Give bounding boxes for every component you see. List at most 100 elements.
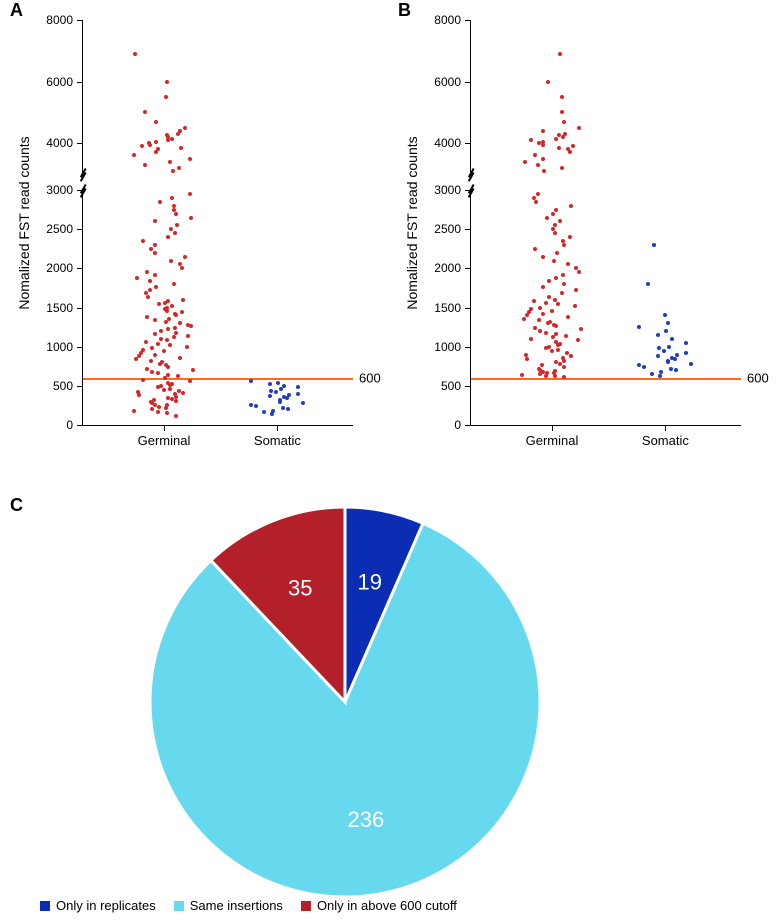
panel-c-label: C xyxy=(10,495,23,516)
data-point xyxy=(157,302,161,306)
data-point xyxy=(165,80,169,84)
data-point xyxy=(684,351,688,355)
legend-swatch xyxy=(301,901,311,911)
data-point xyxy=(541,285,545,289)
y-tick xyxy=(77,20,83,21)
figure-root: A 050010001500200025003000400060008000Ge… xyxy=(0,0,783,920)
cutoff-label: 600 xyxy=(747,371,769,386)
y-tick xyxy=(465,143,471,144)
panel-c-pie: 1923635 xyxy=(146,503,544,901)
data-point xyxy=(554,332,558,336)
data-point xyxy=(179,146,183,150)
data-point xyxy=(154,285,158,289)
data-point xyxy=(548,320,552,324)
data-point xyxy=(529,307,533,311)
data-point xyxy=(183,126,187,130)
pie-slice-label: 35 xyxy=(288,575,312,600)
data-point xyxy=(532,196,536,200)
data-point xyxy=(172,282,176,286)
data-point xyxy=(551,212,555,216)
data-point xyxy=(145,270,149,274)
y-tick-label: 2000 xyxy=(434,261,461,275)
data-point xyxy=(689,362,693,366)
data-point xyxy=(175,223,179,227)
data-point xyxy=(168,160,172,164)
data-point xyxy=(173,326,177,330)
data-point xyxy=(551,335,555,339)
data-point xyxy=(558,342,562,346)
data-point xyxy=(169,227,173,231)
data-point xyxy=(141,348,145,352)
y-tick xyxy=(77,347,83,348)
data-point xyxy=(569,354,573,358)
data-point xyxy=(141,239,145,243)
legend-swatch xyxy=(40,901,50,911)
data-point xyxy=(274,390,278,394)
data-point xyxy=(670,356,674,360)
data-point xyxy=(652,243,656,247)
data-point xyxy=(159,337,163,341)
data-point xyxy=(562,375,566,379)
x-tick-label: Somatic xyxy=(642,433,689,448)
data-point xyxy=(576,338,580,342)
data-point xyxy=(562,120,566,124)
data-point xyxy=(156,371,160,375)
data-point xyxy=(159,384,163,388)
data-point xyxy=(579,327,583,331)
data-point xyxy=(637,363,641,367)
data-point xyxy=(554,360,558,364)
x-tick xyxy=(277,425,278,431)
cutoff-label: 600 xyxy=(359,371,381,386)
data-point xyxy=(561,239,565,243)
data-point xyxy=(542,169,546,173)
data-point xyxy=(537,318,541,322)
data-point xyxy=(278,398,282,402)
data-point xyxy=(145,315,149,319)
data-point xyxy=(560,166,564,170)
data-point xyxy=(172,208,176,212)
data-point xyxy=(568,150,572,154)
data-point xyxy=(160,360,164,364)
data-point xyxy=(529,337,533,341)
data-point xyxy=(536,192,540,196)
data-point xyxy=(571,144,575,148)
data-point xyxy=(642,365,646,369)
data-point xyxy=(541,255,545,259)
data-point xyxy=(159,329,163,333)
data-point xyxy=(533,153,537,157)
y-tick xyxy=(465,425,471,426)
data-point xyxy=(562,243,566,247)
data-point xyxy=(132,153,136,157)
data-point xyxy=(574,266,578,270)
y-tick-label: 6000 xyxy=(434,75,461,89)
data-point xyxy=(144,291,148,295)
y-tick xyxy=(77,425,83,426)
data-point xyxy=(268,394,272,398)
data-point xyxy=(545,216,549,220)
data-point xyxy=(178,129,182,133)
data-point xyxy=(156,342,160,346)
data-point xyxy=(148,279,152,283)
y-tick xyxy=(77,82,83,83)
x-tick-label: Germinal xyxy=(526,433,579,448)
data-point xyxy=(180,266,184,270)
y-tick-label: 2500 xyxy=(46,222,73,236)
pie-legend: Only in replicatesSame insertionsOnly in… xyxy=(40,898,457,913)
data-point xyxy=(646,282,650,286)
data-point xyxy=(156,410,160,414)
data-point xyxy=(650,372,654,376)
y-tick xyxy=(465,82,471,83)
data-point xyxy=(162,388,166,392)
data-point xyxy=(133,52,137,56)
data-point xyxy=(188,157,192,161)
data-point xyxy=(165,403,169,407)
data-point xyxy=(301,401,305,405)
data-point xyxy=(287,393,291,397)
data-point xyxy=(296,385,300,389)
x-tick-label: Somatic xyxy=(254,433,301,448)
data-point xyxy=(168,387,172,391)
data-point xyxy=(149,247,153,251)
legend-item: Same insertions xyxy=(174,898,283,913)
data-point xyxy=(153,251,157,255)
cutoff-line xyxy=(471,378,741,380)
